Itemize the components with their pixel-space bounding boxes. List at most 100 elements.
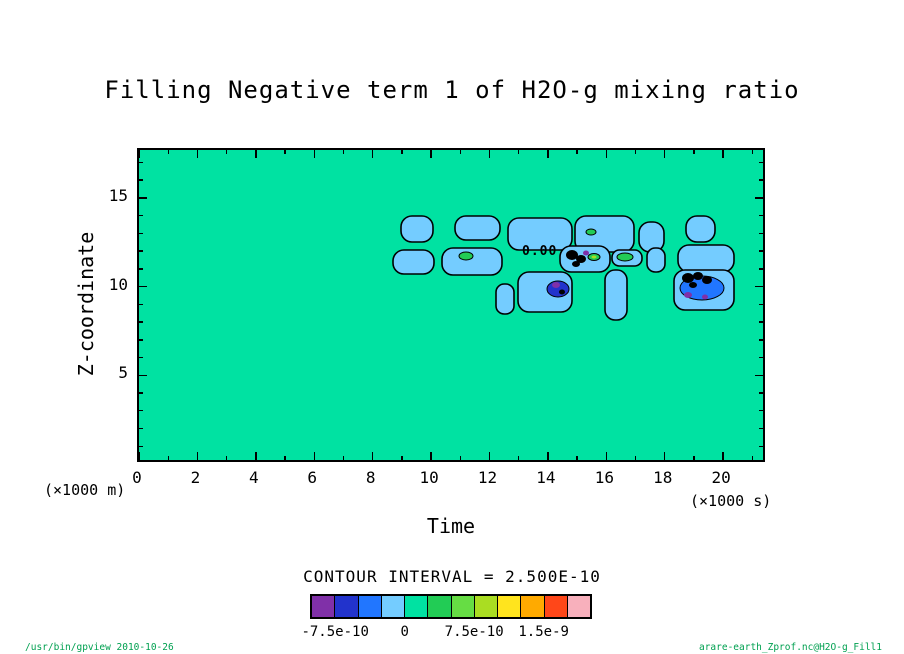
chart-title: Filling Negative term 1 of H2O-g mixing …: [104, 76, 800, 104]
y-axis-tick: [139, 339, 143, 341]
y-axis-tick: [759, 250, 763, 252]
contour-mark-black: [576, 255, 586, 263]
x-axis-tick: [196, 150, 199, 158]
contour-interval-label: CONTOUR INTERVAL = 2.500E-10: [303, 567, 601, 586]
x-axis-tick: [722, 150, 724, 158]
x-axis-tick: [518, 456, 520, 460]
y-axis-tick: [139, 321, 143, 323]
y-axis-tick: [755, 197, 763, 199]
x-axis-tick: [313, 150, 315, 158]
x-axis-tick: [518, 150, 520, 154]
colorbar-cell: [404, 596, 428, 617]
x-axis-tick: [196, 452, 199, 460]
contour-mark-black: [693, 272, 703, 280]
contour-blob: [495, 283, 515, 315]
x-axis-tick: [693, 456, 695, 460]
y-axis-tick: [759, 321, 763, 323]
colorbar-cell: [380, 596, 404, 617]
y-axis-tick: [759, 392, 763, 394]
x-axis-tick: [255, 452, 257, 460]
colorbar-cell: [520, 596, 544, 617]
contour-blob: [638, 221, 665, 253]
colorbar-cell: [312, 596, 335, 617]
contour-mark-black: [572, 261, 580, 267]
colorbar-tick-label: -7.5e-10: [301, 624, 369, 640]
x-axis-tick: [342, 150, 345, 154]
x-axis-tick: [605, 452, 608, 460]
y-axis-tick: [139, 268, 143, 270]
y-axis-tick: [759, 232, 763, 235]
y-axis-tick: [759, 356, 763, 359]
colorbar-cell: [450, 596, 474, 617]
footer-command-text: /usr/bin/gpview 2010-10-26: [25, 642, 174, 653]
x-axis-tick: [430, 150, 432, 158]
x-axis-tick: [313, 452, 315, 460]
y-axis-tick: [139, 392, 143, 394]
y-axis-tick: [139, 410, 143, 412]
x-axis-tick: [284, 456, 286, 460]
contour-blob: [507, 217, 573, 251]
y-axis-tick: [139, 214, 143, 217]
x-axis-tick-label: 4: [249, 468, 259, 487]
colorbar-tick-label: 0: [400, 624, 409, 640]
contour-blob: [441, 247, 503, 276]
x-axis-tick-label: 16: [594, 468, 614, 487]
y-axis-tick-label: 10: [108, 274, 128, 294]
x-axis-tick: [576, 456, 578, 460]
contour-mark-green: [458, 251, 474, 261]
x-axis-tick-label: 18: [653, 468, 673, 487]
x-axis-tick: [751, 150, 754, 154]
y-axis-tick: [139, 445, 143, 447]
x-axis-tick: [430, 452, 432, 460]
x-axis-tick: [664, 452, 666, 460]
x-axis-tick-label: 12: [477, 468, 498, 487]
colorbar-tick-label: 1.5e-9: [518, 624, 569, 640]
x-axis-tick: [459, 456, 461, 460]
x-axis-tick: [401, 456, 403, 460]
x-axis-tick-label: 8: [365, 468, 376, 487]
y-axis-tick: [139, 179, 143, 181]
x-axis-tick: [371, 150, 374, 158]
contour-mark-black: [559, 289, 565, 295]
contour-mark-purple: [702, 294, 708, 300]
y-axis-tick: [755, 285, 763, 288]
contour-mark-purple: [552, 282, 560, 288]
x-axis-tick: [138, 150, 140, 158]
colorbar-cell: [566, 596, 590, 617]
y-axis-tick: [759, 303, 763, 306]
x-axis-tick-label: 0: [132, 468, 142, 487]
y-axis-tick: [139, 356, 143, 359]
y-axis-tick-label: 15: [108, 185, 128, 205]
x-axis-tick: [488, 452, 491, 460]
contour-blob: [392, 249, 435, 275]
footer-filename-text: arare-earth_Zprof.nc@H2O-g_Fill1: [698, 642, 882, 653]
contour-blob: [685, 215, 716, 243]
colorbar: [310, 594, 592, 619]
x-axis-tick: [138, 452, 140, 460]
y-axis-tick: [139, 197, 147, 199]
x-axis-tick: [547, 150, 549, 158]
contour-blob: [454, 215, 501, 241]
y-axis-tick: [759, 214, 763, 217]
colorbar-cell: [473, 596, 497, 617]
y-axis-tick: [139, 250, 143, 252]
y-axis-tick: [759, 445, 763, 447]
x-axis-label: Time: [426, 514, 476, 538]
y-axis-tick: [139, 427, 143, 430]
contour-blob: [677, 244, 735, 273]
y-axis-tick: [139, 374, 147, 376]
y-axis-tick: [759, 179, 763, 181]
x-axis-tick: [693, 150, 695, 154]
y-axis-tick: [139, 285, 147, 288]
x-axis-tick: [634, 456, 637, 460]
x-axis-tick-label: 14: [536, 468, 556, 487]
colorbar-cell: [334, 596, 358, 617]
contour-mark-purple: [583, 250, 589, 256]
x-units-label: (×1000 s): [690, 492, 772, 510]
x-axis-tick: [751, 456, 754, 460]
x-axis-tick-label: 2: [190, 468, 201, 487]
x-axis-tick: [576, 150, 578, 154]
colorbar-cell: [427, 596, 451, 617]
y-axis-tick: [759, 427, 763, 430]
